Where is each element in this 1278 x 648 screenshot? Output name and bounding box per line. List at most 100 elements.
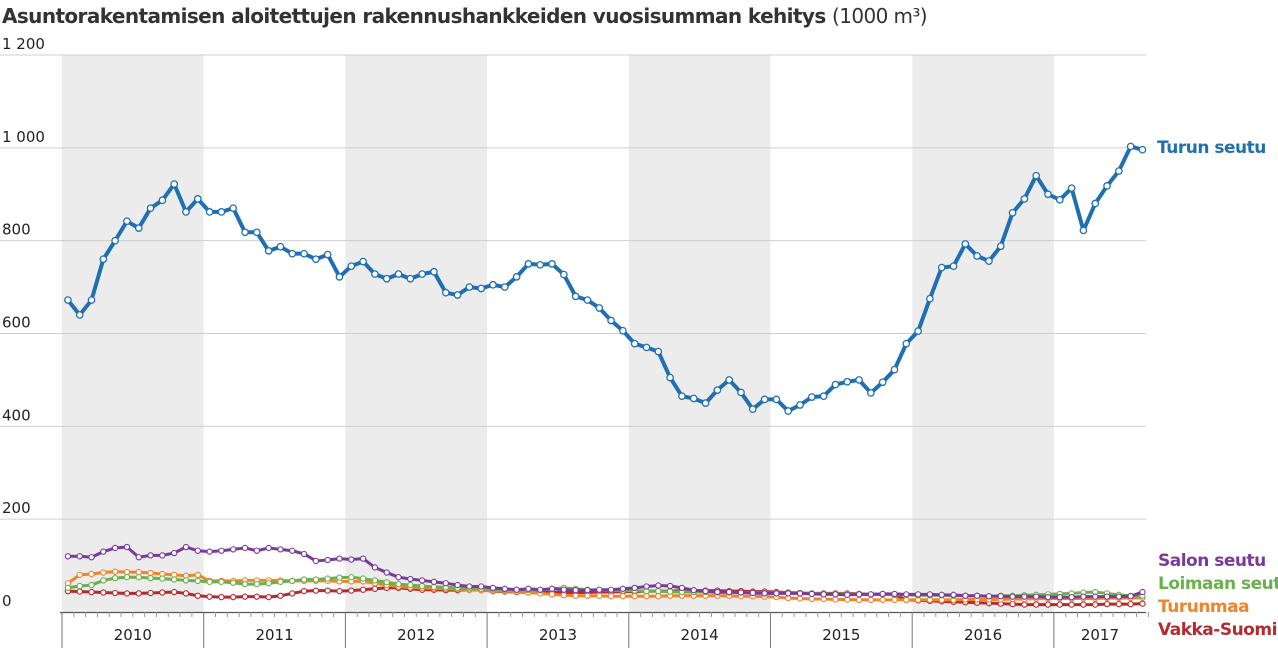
data-point <box>441 288 450 297</box>
data-point <box>595 304 604 312</box>
data-point <box>926 591 934 598</box>
data-point <box>324 587 331 594</box>
data-point <box>371 585 379 592</box>
data-point <box>171 588 178 596</box>
series-salon-seutu <box>64 543 1146 601</box>
data-point <box>619 593 627 600</box>
chart-title: Asuntorakentamisen aloitettujen rakennus… <box>2 4 928 28</box>
data-point <box>241 228 249 237</box>
data-point <box>1056 601 1063 608</box>
data-point <box>159 575 166 582</box>
data-point <box>678 584 686 592</box>
data-point <box>489 584 497 592</box>
series-turun-seutu <box>64 142 1147 415</box>
data-point <box>1044 601 1052 608</box>
series-group <box>64 142 1147 608</box>
data-point <box>666 582 674 590</box>
data-point <box>512 273 521 281</box>
data-point <box>182 577 190 584</box>
data-point <box>1009 593 1016 600</box>
data-point <box>1115 600 1122 608</box>
data-point <box>548 591 556 598</box>
data-point <box>891 590 898 598</box>
data-point <box>454 581 461 589</box>
data-point <box>194 547 201 554</box>
data-point <box>75 311 84 319</box>
data-point <box>584 592 591 599</box>
data-point <box>253 581 260 588</box>
data-point <box>123 568 131 576</box>
data-point <box>1055 195 1064 204</box>
data-point <box>1033 593 1040 600</box>
data-point <box>371 270 379 278</box>
data-point <box>1056 593 1063 601</box>
data-point <box>265 544 272 552</box>
data-point <box>607 586 615 593</box>
data-point <box>300 550 308 558</box>
data-point <box>571 292 580 301</box>
data-point <box>737 388 745 397</box>
data-point <box>843 377 852 386</box>
data-point <box>430 578 438 585</box>
data-point <box>289 547 296 554</box>
data-point <box>419 577 426 584</box>
data-point <box>206 578 213 585</box>
x-tick-label-2011: 2011 <box>255 626 293 644</box>
data-point <box>500 283 509 291</box>
data-point <box>218 593 225 601</box>
data-point <box>359 555 367 562</box>
data-point <box>336 587 343 595</box>
x-tick-label-2010: 2010 <box>114 626 152 644</box>
data-point <box>312 587 320 594</box>
data-point <box>418 270 427 278</box>
data-point <box>962 592 969 599</box>
data-point <box>678 392 686 401</box>
y-tick-label: 600 <box>2 314 31 332</box>
data-point <box>596 586 603 593</box>
series-label-turun-seutu: Turun seutu <box>1157 138 1266 158</box>
data-point <box>276 242 285 251</box>
data-point <box>147 569 154 577</box>
data-point <box>1092 601 1099 608</box>
data-point <box>524 260 533 268</box>
data-point <box>1103 593 1111 600</box>
data-point <box>997 593 1004 600</box>
data-point <box>631 584 638 592</box>
data-point <box>99 255 108 264</box>
data-point <box>796 590 804 597</box>
data-point <box>1032 171 1041 180</box>
data-point <box>419 582 426 590</box>
data-point <box>560 586 568 593</box>
data-point <box>348 556 355 563</box>
y-tick-label: 800 <box>2 221 31 239</box>
x-tick-label-2012: 2012 <box>397 626 435 644</box>
data-point <box>312 576 320 583</box>
data-point <box>218 578 225 585</box>
data-point <box>300 249 308 258</box>
data-point <box>241 581 249 588</box>
data-point <box>134 224 143 232</box>
data-point <box>855 596 863 604</box>
data-point <box>265 593 272 601</box>
data-point <box>135 590 142 597</box>
data-point <box>914 591 922 598</box>
x-tick-label-2013: 2013 <box>539 626 577 644</box>
data-point <box>1092 593 1099 600</box>
data-point <box>1044 190 1052 199</box>
data-point <box>87 296 96 304</box>
data-point <box>949 262 958 271</box>
data-point <box>596 592 603 599</box>
data-point <box>135 554 142 561</box>
data-point <box>442 580 449 587</box>
data-point <box>761 590 768 597</box>
y-tick-label: 200 <box>2 499 31 517</box>
data-point <box>206 593 213 600</box>
data-point <box>348 587 355 594</box>
data-point <box>394 270 403 278</box>
data-point <box>194 577 201 585</box>
data-point <box>171 576 178 583</box>
data-point <box>194 571 201 579</box>
data-point <box>230 593 237 601</box>
data-point <box>726 588 733 596</box>
